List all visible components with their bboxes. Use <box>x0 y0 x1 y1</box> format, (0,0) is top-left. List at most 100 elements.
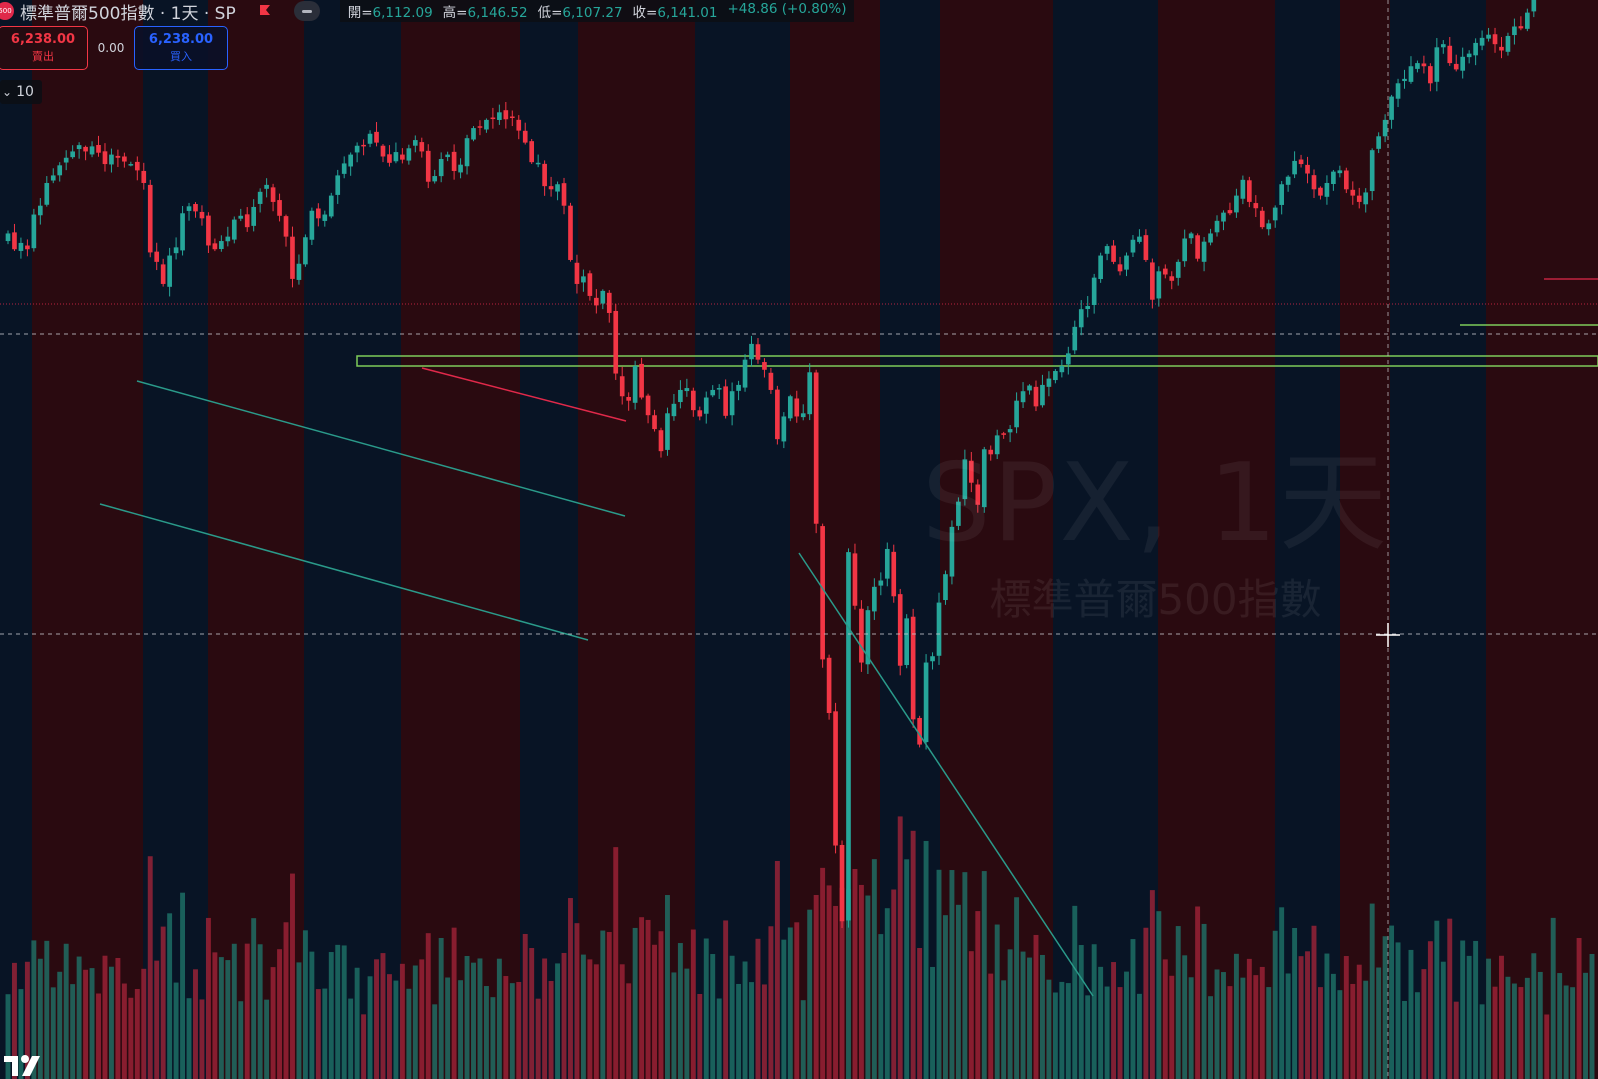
volume-bar <box>917 947 923 1079</box>
volume-bar <box>968 951 974 1079</box>
collapse-legend-button[interactable] <box>293 1 320 21</box>
candle <box>419 137 425 158</box>
candle <box>787 394 793 422</box>
volume-bar <box>619 964 625 1079</box>
volume-bar <box>1356 964 1362 1079</box>
candle-body <box>697 410 703 417</box>
flag-icon[interactable] <box>258 4 272 18</box>
candle-body <box>44 182 50 205</box>
candle <box>1124 252 1129 277</box>
volume-bar <box>1240 977 1246 1079</box>
volume-bar <box>1298 956 1304 1079</box>
interval-selector[interactable]: ⌄ 10 <box>0 80 42 104</box>
volume-bar <box>283 922 289 1079</box>
candle-body <box>846 552 851 921</box>
candle-body <box>981 449 987 508</box>
candle <box>1130 235 1136 258</box>
volume-bar <box>1272 930 1278 1079</box>
candle-body <box>1285 176 1291 185</box>
session-band-red <box>1486 0 1598 1079</box>
symbol-logo-icon[interactable]: 500 <box>0 2 14 20</box>
volume-bar <box>141 968 147 1079</box>
volume-bar <box>1046 979 1052 1079</box>
candle-body <box>606 292 612 313</box>
candle <box>1143 229 1149 262</box>
channel-lower-trendline <box>99 503 589 641</box>
candle <box>516 115 522 140</box>
candle <box>1350 181 1356 205</box>
candle-body <box>5 233 11 242</box>
candle <box>930 652 935 670</box>
candle-body <box>354 145 360 153</box>
volume-bar <box>1259 966 1265 1079</box>
volume-bar <box>1524 977 1530 1079</box>
candle-body <box>1363 192 1369 205</box>
candle-body <box>1078 309 1084 328</box>
candle-body <box>309 210 315 240</box>
volume-bar <box>1389 925 1395 1079</box>
candle <box>50 168 56 184</box>
candle <box>749 335 754 367</box>
volume-bar <box>1039 954 1045 1079</box>
candle <box>684 378 690 397</box>
candle-body <box>587 273 593 296</box>
candle <box>613 303 619 380</box>
session-band-red <box>578 0 695 1079</box>
candlesticks <box>5 0 1537 929</box>
candle-body <box>348 154 353 167</box>
tradingview-logo-icon[interactable] <box>0 1046 44 1079</box>
symbol-title[interactable]: 標準普爾500指數 · 1天 · SP <box>20 3 236 24</box>
volume-bar <box>328 952 334 1079</box>
volume-bar <box>1085 995 1091 1079</box>
candle-body <box>1486 34 1491 39</box>
candle <box>1292 151 1297 179</box>
candle <box>994 429 1000 460</box>
candle <box>548 176 554 197</box>
buy-button[interactable]: 6,238.00 買入 <box>134 26 228 70</box>
volume-bar <box>833 905 839 1079</box>
candle-body <box>400 154 405 160</box>
candle <box>962 449 968 506</box>
candle-body <box>1421 63 1427 67</box>
candle <box>1492 27 1498 53</box>
volume-bar <box>736 983 742 1079</box>
candle <box>361 139 366 156</box>
volume-bar <box>1227 986 1233 1079</box>
candle <box>710 385 716 398</box>
volume-bar <box>1266 987 1272 1079</box>
volume-bar <box>936 869 942 1079</box>
candle <box>1007 425 1013 443</box>
candle <box>1512 18 1517 45</box>
volume-bar <box>1065 983 1071 1079</box>
candle <box>96 135 101 157</box>
candle <box>348 152 353 176</box>
candle <box>167 247 172 297</box>
candle-body <box>923 662 929 743</box>
candle-body <box>658 430 664 452</box>
candle <box>380 144 386 163</box>
candle-body <box>1376 136 1381 149</box>
candle-body <box>749 343 754 360</box>
volume-bar <box>367 976 373 1079</box>
volume-bar <box>1149 890 1155 1079</box>
candle-body <box>1150 262 1155 300</box>
candle <box>606 290 612 323</box>
candle <box>63 150 69 171</box>
candle <box>1247 176 1252 208</box>
volume-bar <box>1233 953 1239 1079</box>
candle-body <box>303 237 308 265</box>
candle <box>290 226 295 288</box>
candle-body <box>975 484 981 505</box>
volume-bar <box>490 997 496 1079</box>
candle <box>1518 16 1524 31</box>
candle-body <box>1512 26 1517 36</box>
volume-bar <box>193 969 198 1079</box>
sell-button[interactable]: 6,238.00 賣出 <box>0 26 88 70</box>
volume-bar <box>296 962 302 1079</box>
candle <box>1188 231 1194 244</box>
volume-bar <box>742 961 748 1079</box>
ohlc-values: 開=6,112.09 高=6,146.52 低=6,107.27 收=6,141… <box>339 0 855 22</box>
candle-body <box>910 616 916 720</box>
volume-bar <box>1175 926 1181 1079</box>
